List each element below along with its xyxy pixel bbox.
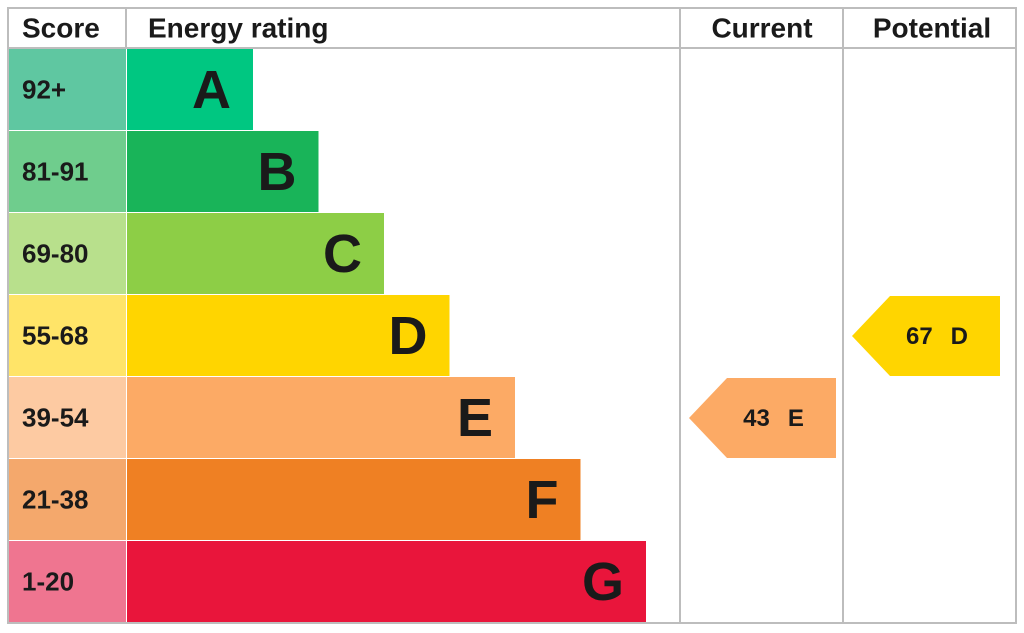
header-score: Score xyxy=(22,12,100,43)
rating-bar xyxy=(127,377,515,458)
header-rating: Energy rating xyxy=(148,12,328,43)
rating-letter: E xyxy=(457,388,493,448)
current-rating: E xyxy=(788,405,804,432)
score-cell xyxy=(9,377,126,458)
score-range: 21-38 xyxy=(22,484,89,514)
rating-bar xyxy=(127,49,253,130)
rating-bar xyxy=(127,131,319,212)
rating-letter: C xyxy=(323,224,362,284)
current-score: 43 xyxy=(743,405,770,432)
potential-label: 67 D xyxy=(906,323,968,350)
rating-letter: D xyxy=(389,306,428,366)
score-cell xyxy=(9,459,126,540)
score-cell xyxy=(9,295,126,376)
rating-letter: B xyxy=(258,142,297,202)
rating-letter: F xyxy=(526,470,559,530)
potential-rating: D xyxy=(951,323,968,350)
score-range: 55-68 xyxy=(22,320,89,350)
score-range: 92+ xyxy=(22,74,66,104)
rating-bar xyxy=(127,295,450,376)
potential-arrow xyxy=(852,296,1000,376)
score-cell xyxy=(9,49,126,130)
header-potential: Potential xyxy=(873,12,991,43)
score-cell xyxy=(9,213,126,294)
potential-score: 67 xyxy=(906,323,933,350)
rating-letter: G xyxy=(582,552,624,612)
score-cell xyxy=(9,541,126,622)
rating-bar xyxy=(127,541,646,622)
score-cell xyxy=(9,131,126,212)
score-range: 69-80 xyxy=(22,238,89,268)
current-label: 43 E xyxy=(743,405,804,432)
score-range: 39-54 xyxy=(22,402,89,432)
rating-letter: A xyxy=(192,60,231,120)
rating-bar xyxy=(127,213,384,294)
score-range: 81-91 xyxy=(22,156,89,186)
rating-bar xyxy=(127,459,581,540)
header-current: Current xyxy=(711,12,812,43)
score-range: 1-20 xyxy=(22,566,74,596)
current-arrow xyxy=(689,378,836,458)
